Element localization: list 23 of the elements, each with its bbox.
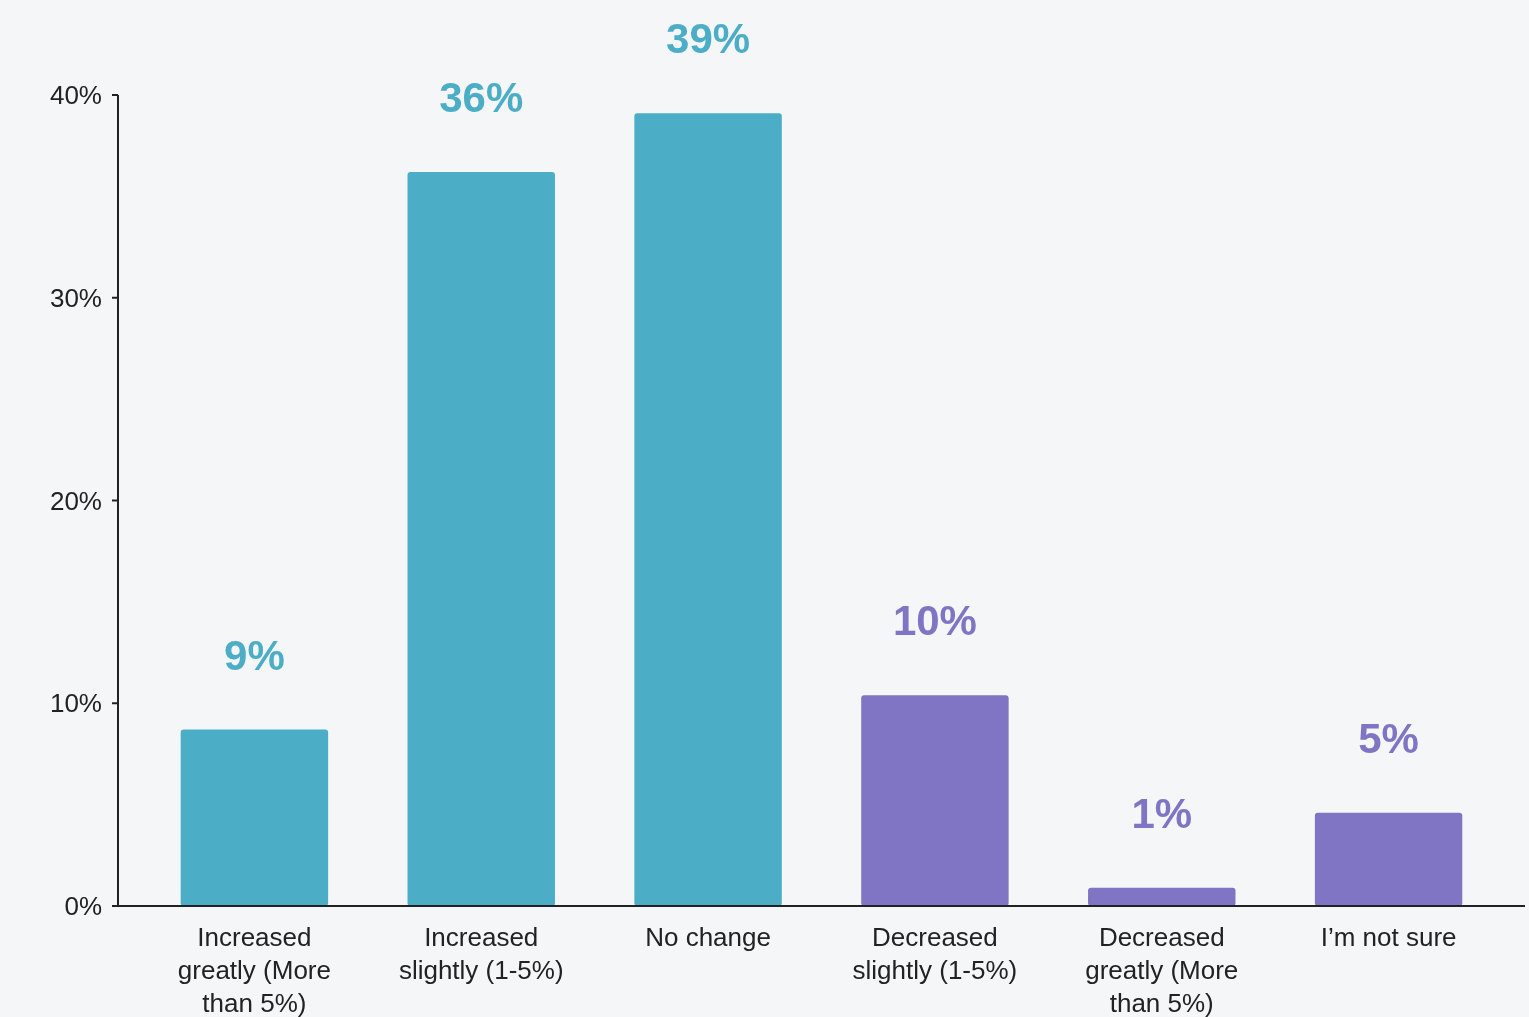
bar: [1088, 887, 1236, 906]
x-tick-label: Decreased slightly (1-5%): [852, 922, 1018, 985]
bar: [634, 113, 782, 906]
x-tick-label: Increased slightly (1-5%): [398, 922, 564, 985]
data-label: 10%: [892, 597, 977, 645]
x-tick-label: Increased greatly (More than 5%): [177, 922, 331, 1017]
y-tick-label: 20%: [49, 485, 102, 516]
bar: [1314, 812, 1463, 906]
bar: [180, 729, 329, 906]
y-tick-label: 0%: [64, 891, 102, 922]
y-tick-label: 40%: [49, 80, 102, 111]
x-tick-label: Decreased greatly (More than 5%): [1085, 922, 1239, 1017]
data-label: 36%: [439, 74, 524, 122]
data-label: 39%: [666, 15, 751, 63]
x-tick-label: No change: [645, 922, 771, 952]
x-tick-label: I’m not sure: [1320, 922, 1457, 952]
data-label: 1%: [1131, 789, 1193, 837]
bar: [407, 172, 555, 906]
y-tick-label: 30%: [49, 282, 102, 313]
data-label: 9%: [224, 631, 285, 679]
data-label: 5%: [1358, 714, 1419, 762]
y-tick-label: 10%: [49, 688, 102, 719]
bar: [861, 695, 1009, 906]
